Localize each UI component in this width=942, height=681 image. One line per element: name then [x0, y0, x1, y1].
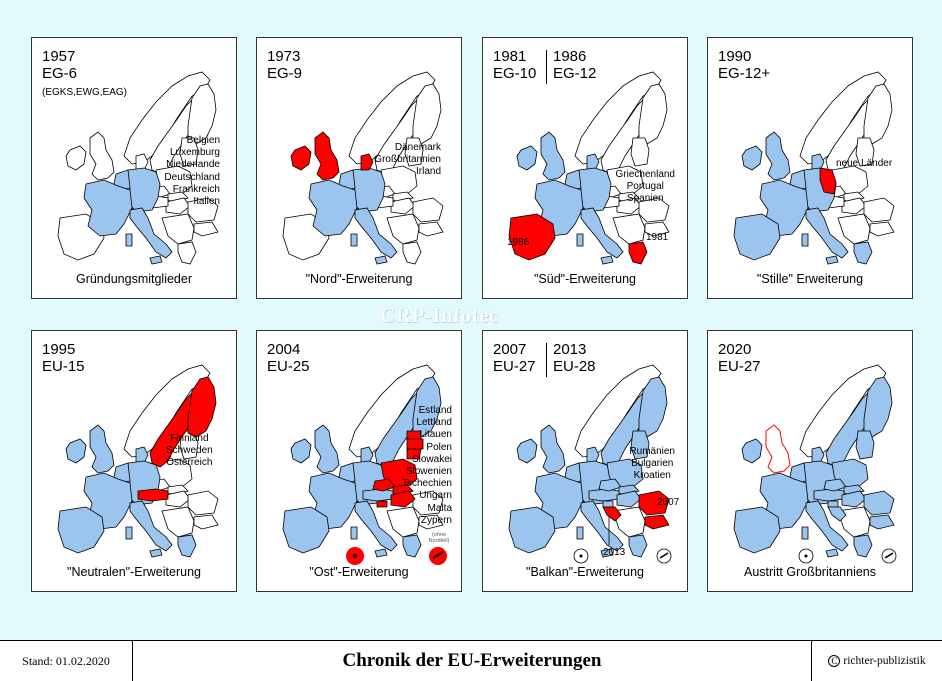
panel-2020: 2020 EU-27 Austritt Großbritanniens	[707, 330, 913, 592]
panel-year: 1995 EU-15	[42, 341, 85, 375]
panel-caption: "Stille" Erweiterung	[756, 272, 864, 286]
panel-year: 1973 EG-9	[267, 48, 303, 82]
watermark: CRP-Infotec	[380, 303, 499, 327]
country-list: Dänemark Großbritannien Irland	[374, 142, 441, 178]
map-2020	[733, 364, 897, 564]
panel-year: 1957 EG-6	[42, 48, 78, 82]
annotation-1981: 1981	[646, 232, 669, 243]
map-2007-2013	[508, 364, 672, 564]
annotation-1986: 1986	[507, 237, 530, 248]
footer: Stand: 01.02.2020 Chronik der EU-Erweite…	[0, 640, 942, 681]
panel-year: 2007 EU-27	[493, 341, 536, 375]
cyprus-note: (ohne Nordteil)	[428, 532, 450, 544]
annotation-2007: 2007	[657, 497, 680, 508]
footer-date: Stand: 01.02.2020	[0, 641, 133, 681]
panel-2004: 2004 EU-25 Estland Lettland Litauen Polen Slo…	[256, 330, 462, 592]
copyright-icon: C	[828, 655, 841, 667]
panel-caption: Austritt Großbritanniens	[744, 565, 876, 579]
panel-year: 2004 EU-25	[267, 341, 310, 375]
panel-1957: 1957 EG-6 (EGKS,EWG,EAG) Belgien Luxemburg…	[31, 37, 237, 299]
country-list: Griechenland Portugal Spanien	[615, 169, 675, 205]
panel-year: 1990 EG-12+	[718, 48, 771, 82]
country-list: Belgien Luxemburg Niederlande Deutschland Fr…	[164, 135, 220, 208]
panel-1990: 1990 EG-12+ neue Länder "Stille" Erweiter…	[707, 37, 913, 299]
country-list: neue Länder	[836, 158, 893, 169]
footer-copyright: C richter-publizistik	[811, 641, 942, 681]
panel-caption: "Neutralen"-Erweiterung	[67, 565, 201, 579]
panel-1981-1986: 1981 EG-10 1986 EG-12 Griechenland Portugal…	[482, 37, 688, 299]
copyright-text: richter-publizistik	[843, 655, 926, 667]
footer-title: Chronik der EU-Erweiterungen	[342, 650, 602, 671]
year-divider	[546, 50, 547, 84]
panel-caption: "Nord"-Erweiterung	[305, 272, 413, 286]
panel-year: 2020 EU-27	[718, 341, 761, 375]
panel-year-b: 2013 EU-28	[553, 341, 596, 375]
country-list: Finnland Schweden Österreich	[166, 433, 213, 469]
panel-caption: "Süd"-Erweiterung	[534, 272, 636, 286]
country-list: Rumänien Bulgarien Kroatien	[629, 446, 675, 482]
panel-year-b: 1986 EG-12	[553, 48, 597, 82]
annotation-2013: 2013	[603, 547, 626, 558]
panel-2007-2013: 2007 EU-27 2013 EU-28 Rumänien Bulgarien Kro…	[482, 330, 688, 592]
panel-caption: Gründungsmitglieder	[75, 272, 193, 286]
panel-1973: 1973 EG-9 Dänemark Großbritannien Irland "N…	[256, 37, 462, 299]
map-2004	[282, 364, 447, 565]
panel-caption: "Ost"-Erweiterung	[309, 565, 409, 579]
panel-subtitle: (EGKS,EWG,EAG)	[42, 87, 128, 98]
panel-caption: "Balkan"-Erweiterung	[526, 565, 644, 579]
panel-1995: 1995 EU-15 Finnland Schweden Österreich "Ne…	[31, 330, 237, 592]
panel-year: 1981 EG-10	[493, 48, 537, 82]
year-divider	[546, 343, 547, 377]
country-list: Estland Lettland Litauen Polen Slowakei Slowe…	[401, 405, 452, 526]
